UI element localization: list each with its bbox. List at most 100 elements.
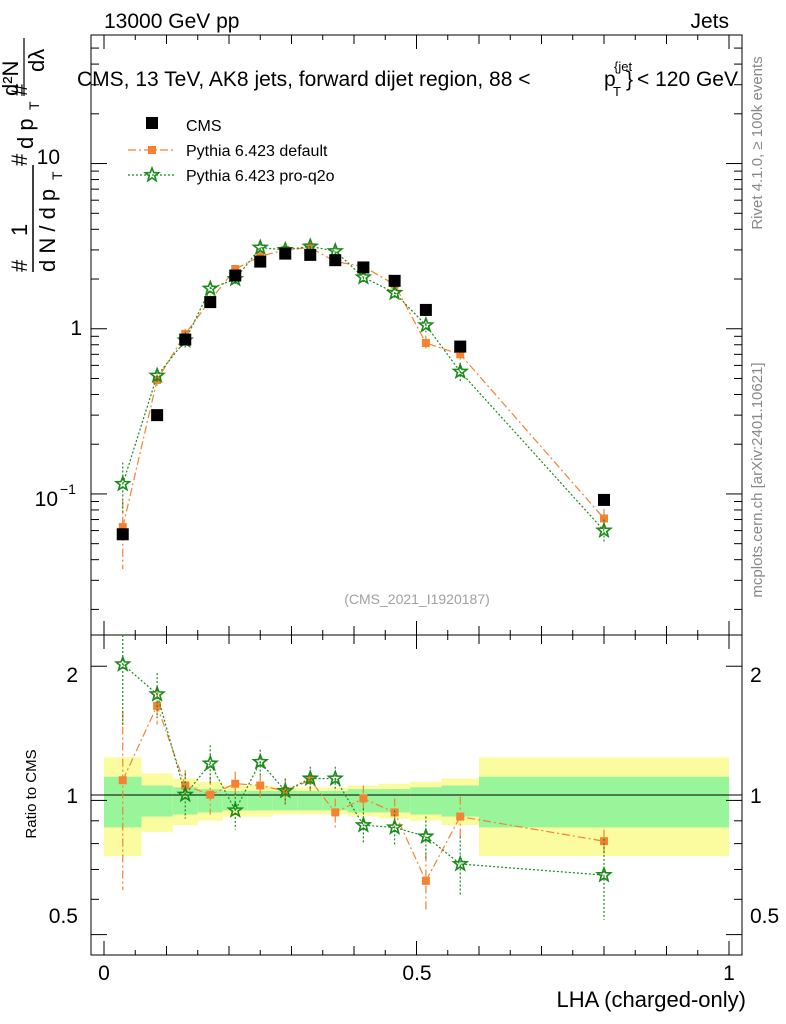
upper-point-cms <box>254 255 267 268</box>
axis-ticks <box>91 34 742 955</box>
upper-tick-label-10: 10 <box>37 146 60 169</box>
upper-point-proq2o <box>451 362 470 380</box>
upper-point-cms <box>454 340 467 353</box>
ratio-point-proq2o <box>301 769 320 786</box>
ylabel-hash1: # <box>7 259 32 272</box>
ratio-point-proq2o <box>417 827 435 844</box>
upper-point-proq2o <box>385 283 404 301</box>
lower-tick-label-0p5-left: 0.5 <box>49 905 78 928</box>
upper-line-proq2o <box>122 245 605 532</box>
legend-proq2o-label: Pythia 6.423 pro-q2o <box>186 168 335 185</box>
upper-point-proq2o <box>354 267 373 285</box>
ratio-point-default <box>600 837 608 846</box>
title-tail: < 120 GeV <box>637 68 738 91</box>
ratio-point-default <box>206 790 215 799</box>
legend-cms-marker <box>146 117 158 129</box>
ratio-line-default <box>122 704 605 883</box>
upper-point-proq2o <box>201 279 220 297</box>
upper-point-proq2o <box>595 521 613 539</box>
cms-band-inner <box>222 790 248 811</box>
legend-default-marker <box>148 146 156 154</box>
upper-point-cms <box>116 528 129 541</box>
ratio-point-default <box>331 808 340 817</box>
title-T-sub: T <box>613 84 621 99</box>
lower-ratio-series <box>113 635 613 920</box>
side-label-bottom: mcplots.cern.ch [arXiv:2401.10621] <box>749 362 766 597</box>
ylabel-hash3: # <box>7 83 32 96</box>
upper-tick-label-0p1: 10 <box>35 488 58 511</box>
x-tick-labels: 0 0.5 1 <box>98 962 735 985</box>
upper-line-default <box>122 246 605 528</box>
legend-proq2o-marker <box>143 165 161 183</box>
x-tick-label-0p5: 0.5 <box>402 962 431 985</box>
ratio-point-proq2o <box>176 785 195 803</box>
title-main: CMS, 13 TeV, AK8 jets, forward dijet reg… <box>77 68 531 91</box>
upper-point-cms <box>598 493 610 506</box>
upper-point-cms <box>304 248 317 261</box>
ylabel-T-sub: T <box>49 171 65 180</box>
lower-tick-label-1-right: 1 <box>750 785 762 808</box>
x-tick-label-0: 0 <box>98 962 110 985</box>
ratio-point-proq2o <box>201 754 220 772</box>
upper-point-default <box>456 350 465 359</box>
upper-point-cms <box>204 296 217 309</box>
ratio-point-proq2o <box>113 655 132 672</box>
ratio-point-proq2o <box>326 769 345 786</box>
title-brace: } <box>626 68 633 91</box>
title-jet-sup: {jet <box>614 59 632 74</box>
ratio-point-proq2o <box>251 752 270 770</box>
ylabel-one: 1 <box>7 224 32 236</box>
cms-band-inner <box>410 787 442 815</box>
ylabel-dN-dpT: d N / d p <box>35 189 60 272</box>
upper-data-series <box>113 237 613 570</box>
ratio-point-default <box>456 812 465 821</box>
lower-tick-label-2-right: 2 <box>750 664 762 687</box>
cms-band-inner <box>297 790 323 811</box>
lower-tick-label-0p5-right: 0.5 <box>750 905 779 928</box>
upper-point-proq2o <box>148 366 166 384</box>
title-p: p <box>604 68 616 91</box>
x-axis-label: LHA (charged-only) <box>556 987 746 1012</box>
ylabel-d2N: d²N <box>0 61 23 96</box>
ylabel-dpT: d p <box>13 118 38 149</box>
upper-point-cms <box>179 333 192 346</box>
ratio-point-proq2o <box>226 801 245 818</box>
side-label-top: Rivet 4.1.0, ≥ 100k events <box>749 56 766 229</box>
upper-point-cms <box>419 303 432 316</box>
lower-y-tick-labels: 2 1 0.5 2 1 0.5 <box>49 664 779 928</box>
ratio-point-proq2o <box>385 818 404 835</box>
plot-title: CMS, 13 TeV, AK8 jets, forward dijet reg… <box>77 59 738 99</box>
legend-cms-label: CMS <box>186 118 222 135</box>
ratio-point-proq2o <box>276 781 295 799</box>
upper-tick-label-0p1-exp: −1 <box>60 481 76 497</box>
upper-point-cms <box>357 261 370 274</box>
upper-point-cms <box>229 269 242 282</box>
upper-point-cms <box>151 409 164 422</box>
header-left: 13000 GeV pp <box>104 10 239 33</box>
cms-band-inner <box>247 790 273 811</box>
ratio-point-default <box>421 876 430 885</box>
legend-default-label: Pythia 6.423 default <box>186 143 328 160</box>
header-right: Jets <box>690 10 729 33</box>
ratio-point-default <box>231 779 240 788</box>
ratio-point-proq2o <box>148 685 166 702</box>
ratio-point-default <box>390 808 399 817</box>
ylabel-T2-sub: T <box>26 101 42 110</box>
ratio-point-proq2o <box>595 865 613 883</box>
cms-uncertainty-bands <box>104 757 729 857</box>
lower-tick-label-2-left: 2 <box>66 664 78 687</box>
upper-point-default <box>421 338 430 347</box>
ylabel-hash2: # <box>7 153 32 166</box>
x-tick-label-1: 1 <box>723 962 735 985</box>
ratio-point-default <box>359 794 368 803</box>
upper-point-proq2o <box>417 315 435 333</box>
upper-point-cms <box>329 254 342 267</box>
ratio-point-default <box>118 776 127 785</box>
ylabel-dlambda: dλ <box>24 49 49 72</box>
ratio-point-default <box>256 781 265 790</box>
upper-point-proq2o <box>113 474 132 492</box>
legend: CMS Pythia 6.423 default Pythia 6.423 pr… <box>128 117 335 185</box>
cms-band-inner <box>479 776 729 828</box>
upper-point-proq2o <box>326 241 345 259</box>
ratio-point-proq2o <box>354 815 373 833</box>
